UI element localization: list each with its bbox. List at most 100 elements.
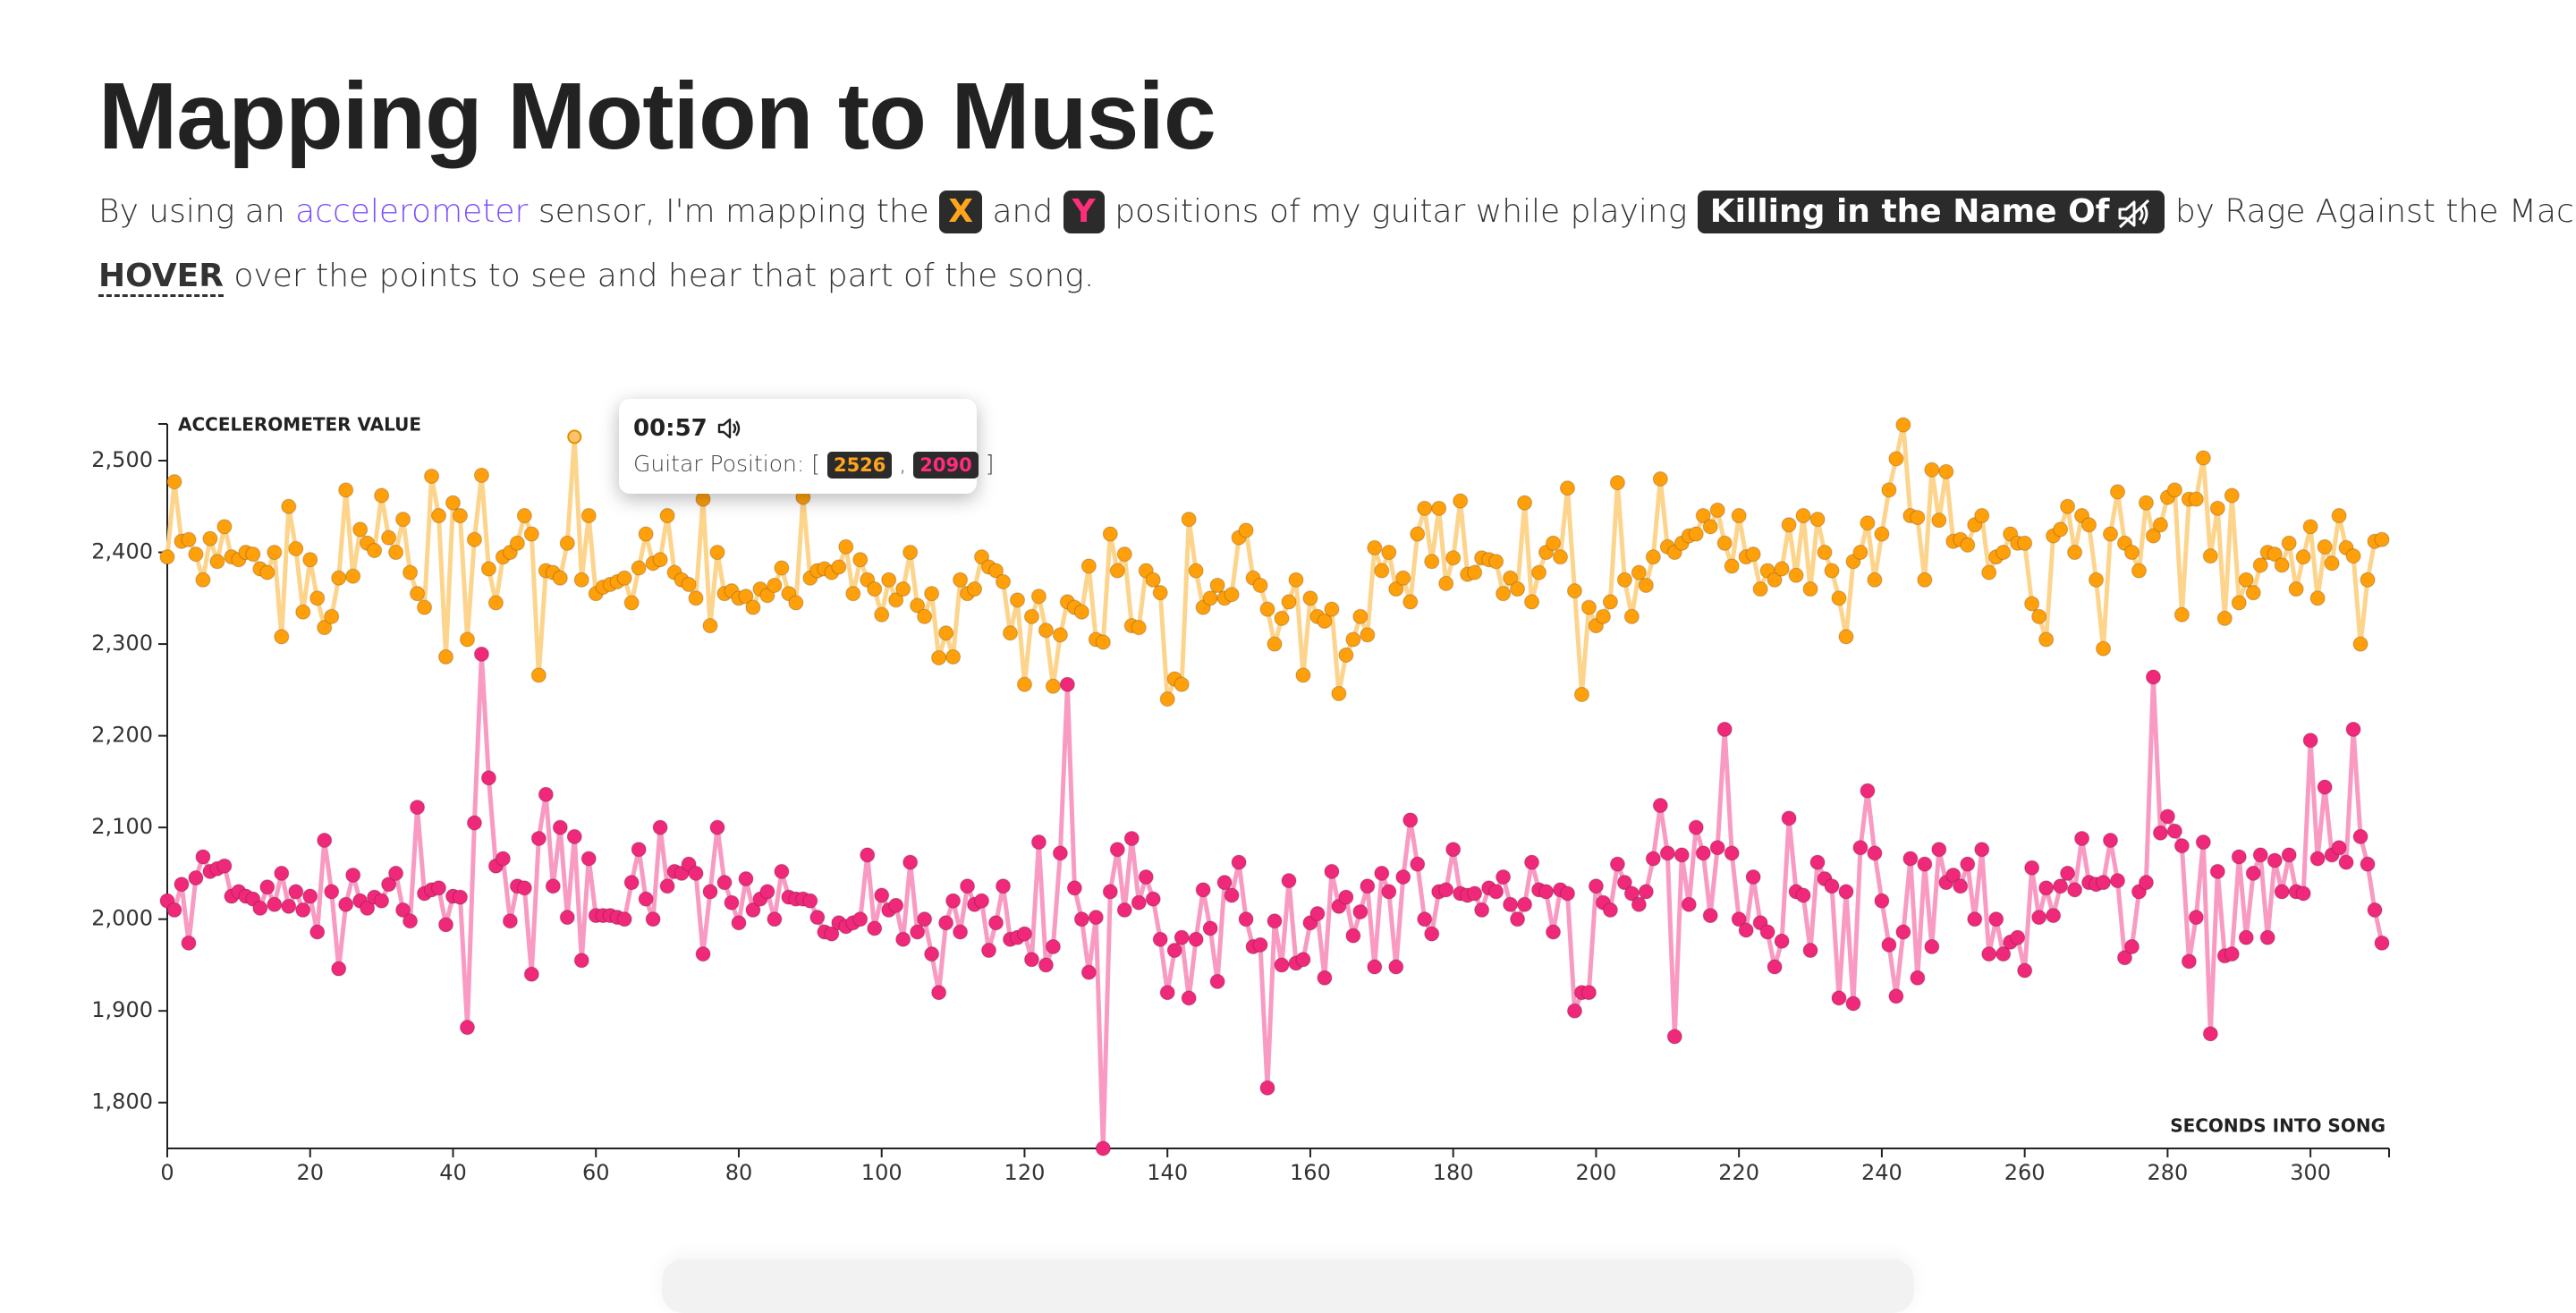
- data-point[interactable]: [416, 599, 433, 615]
- data-point[interactable]: [2288, 580, 2304, 597]
- data-point[interactable]: [1345, 631, 1361, 648]
- data-point[interactable]: [1360, 878, 1376, 894]
- data-point[interactable]: [937, 625, 954, 641]
- data-point[interactable]: [1288, 572, 1304, 588]
- data-point[interactable]: [745, 599, 761, 615]
- data-point[interactable]: [437, 648, 454, 665]
- data-point[interactable]: [952, 572, 969, 588]
- data-point[interactable]: [2352, 828, 2368, 844]
- data-point[interactable]: [324, 884, 340, 900]
- data-point[interactable]: [1045, 678, 1062, 694]
- data-point[interactable]: [1073, 911, 1089, 928]
- data-point[interactable]: [1724, 845, 1740, 861]
- data-point[interactable]: [1145, 572, 1161, 588]
- data-point[interactable]: [716, 875, 733, 891]
- data-point[interactable]: [1066, 880, 1082, 896]
- data-point[interactable]: [2059, 498, 2076, 514]
- data-point[interactable]: [516, 880, 532, 896]
- data-point[interactable]: [267, 544, 283, 561]
- data-point[interactable]: [188, 546, 204, 563]
- data-point[interactable]: [1181, 990, 1197, 1006]
- data-point[interactable]: [1645, 549, 1661, 565]
- data-point[interactable]: [2231, 595, 2247, 611]
- data-point[interactable]: [1131, 894, 1147, 911]
- data-point[interactable]: [1395, 570, 1411, 586]
- data-point[interactable]: [652, 552, 668, 568]
- data-point[interactable]: [1424, 554, 1440, 570]
- data-point[interactable]: [331, 570, 347, 586]
- data-point[interactable]: [1238, 911, 1254, 928]
- data-point[interactable]: [331, 961, 347, 977]
- data-point[interactable]: [452, 889, 469, 905]
- data-point[interactable]: [845, 586, 861, 602]
- data-point[interactable]: [709, 544, 725, 561]
- data-point[interactable]: [1238, 522, 1254, 538]
- data-point[interactable]: [295, 902, 311, 919]
- data-point[interactable]: [1395, 868, 1411, 885]
- data-point[interactable]: [2024, 860, 2040, 876]
- data-point[interactable]: [573, 953, 589, 969]
- data-point[interactable]: [1809, 512, 1826, 528]
- data-point[interactable]: [1881, 482, 1897, 498]
- data-point[interactable]: [759, 588, 775, 604]
- data-point[interactable]: [2109, 484, 2126, 500]
- data-point[interactable]: [2252, 557, 2268, 573]
- data-point[interactable]: [374, 487, 390, 504]
- data-point[interactable]: [1953, 878, 1969, 894]
- data-point[interactable]: [245, 546, 261, 563]
- data-point[interactable]: [1609, 856, 1625, 872]
- data-point[interactable]: [1102, 526, 1118, 542]
- data-point[interactable]: [1716, 535, 1733, 551]
- data-point[interactable]: [1702, 907, 1718, 924]
- data-point[interactable]: [267, 896, 283, 912]
- data-point[interactable]: [409, 586, 426, 602]
- data-point[interactable]: [1424, 926, 1440, 942]
- data-point[interactable]: [2281, 535, 2297, 551]
- data-point[interactable]: [1824, 563, 1840, 579]
- data-point[interactable]: [874, 606, 890, 623]
- data-point[interactable]: [1631, 564, 1647, 580]
- data-point[interactable]: [1381, 884, 1397, 900]
- data-point[interactable]: [1702, 519, 1718, 535]
- data-point[interactable]: [317, 832, 333, 849]
- data-point[interactable]: [1981, 946, 1997, 962]
- data-point[interactable]: [2295, 885, 2311, 902]
- data-point[interactable]: [2367, 902, 2383, 919]
- data-point[interactable]: [1174, 676, 1190, 692]
- data-point[interactable]: [1902, 851, 1919, 867]
- data-point[interactable]: [1709, 502, 1725, 518]
- data-point[interactable]: [952, 924, 969, 940]
- data-point[interactable]: [345, 568, 361, 584]
- data-point[interactable]: [2216, 610, 2233, 626]
- data-point[interactable]: [910, 924, 926, 940]
- data-point[interactable]: [2324, 555, 2340, 572]
- data-point[interactable]: [824, 926, 840, 942]
- data-point[interactable]: [466, 531, 483, 547]
- data-point[interactable]: [1938, 463, 1954, 479]
- data-point[interactable]: [552, 570, 568, 586]
- data-point[interactable]: [1431, 500, 1447, 516]
- data-point[interactable]: [2302, 519, 2318, 535]
- data-point[interactable]: [2317, 538, 2333, 555]
- data-point[interactable]: [1638, 884, 1654, 900]
- data-point[interactable]: [709, 819, 725, 835]
- data-point[interactable]: [1488, 884, 1504, 900]
- data-point[interactable]: [616, 911, 632, 928]
- data-point[interactable]: [788, 595, 804, 611]
- data-point[interactable]: [1852, 544, 1868, 561]
- data-point[interactable]: [2073, 830, 2090, 847]
- data-point[interactable]: [309, 590, 326, 606]
- data-point[interactable]: [895, 931, 911, 947]
- data-point[interactable]: [1109, 563, 1125, 579]
- data-point[interactable]: [1852, 840, 1868, 856]
- data-point[interactable]: [917, 608, 933, 624]
- data-point[interactable]: [681, 576, 697, 593]
- data-point[interactable]: [1209, 577, 1225, 594]
- data-point[interactable]: [1016, 676, 1033, 692]
- data-point[interactable]: [1374, 865, 1390, 882]
- data-point[interactable]: [2031, 910, 2047, 926]
- data-point[interactable]: [437, 917, 454, 933]
- data-point[interactable]: [1652, 797, 1668, 814]
- data-point[interactable]: [2088, 572, 2105, 588]
- data-point[interactable]: [1252, 577, 1268, 594]
